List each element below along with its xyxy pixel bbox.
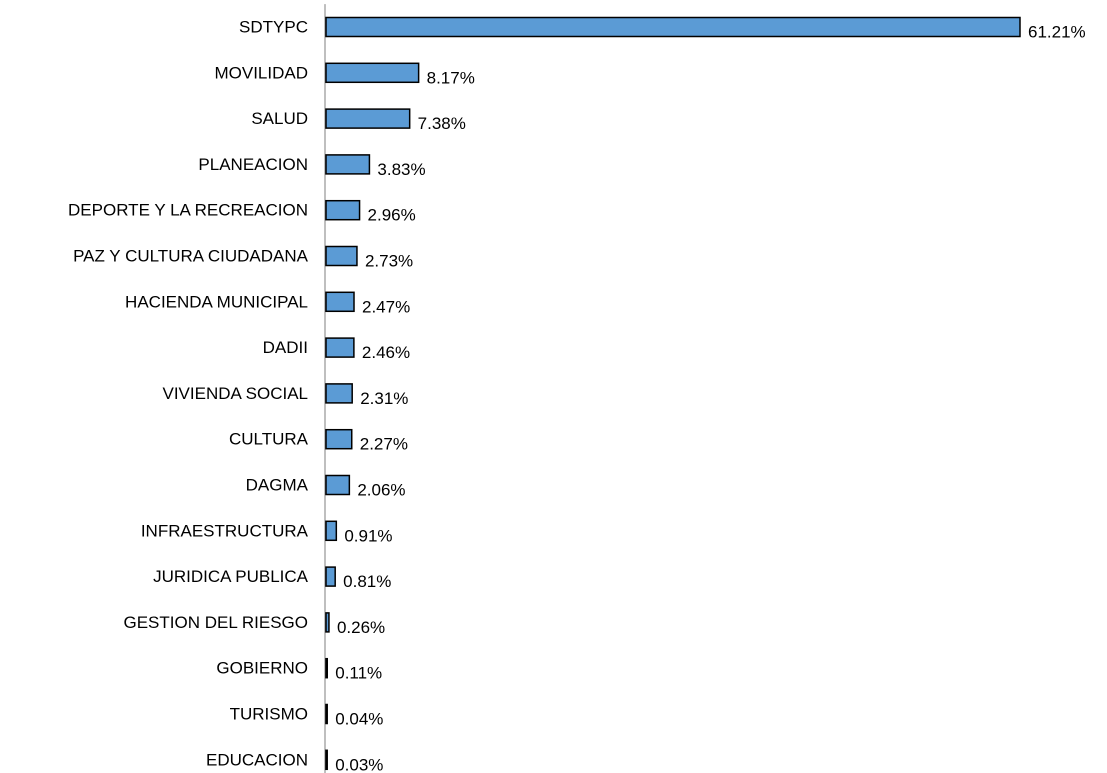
value-label: 0.81%: [343, 572, 391, 591]
category-label: SALUD: [251, 109, 308, 128]
value-label: 0.91%: [344, 526, 392, 545]
value-label: 0.26%: [337, 618, 385, 637]
category-label: VIVIENDA SOCIAL: [163, 384, 309, 403]
bar: [325, 428, 353, 450]
bar: [325, 566, 336, 587]
bar: [325, 703, 328, 725]
value-label: 2.96%: [368, 206, 416, 225]
category-label: CULTURA: [229, 430, 309, 449]
value-label: 2.47%: [362, 297, 410, 316]
value-label: 0.04%: [335, 710, 383, 729]
value-label: 3.83%: [377, 160, 425, 179]
value-label: 2.73%: [365, 252, 413, 271]
category-label: SDTYPC: [239, 18, 308, 37]
category-label: INFRAESTRUCTURA: [141, 521, 309, 540]
bar: [325, 612, 330, 633]
value-label: 2.31%: [360, 389, 408, 408]
category-label: GESTION DEL RIESGO: [123, 613, 308, 632]
category-label: JURIDICA PUBLICA: [153, 567, 309, 586]
category-label: EDUCACION: [206, 750, 308, 769]
category-label: HACIENDA MUNICIPAL: [125, 292, 308, 311]
value-label: 7.38%: [418, 114, 466, 133]
bar: [325, 245, 358, 267]
category-label: GOBIERNO: [216, 659, 308, 678]
value-label: 2.46%: [362, 343, 410, 362]
bar: [325, 657, 328, 679]
bar: [325, 108, 411, 129]
bar: [325, 474, 351, 496]
category-label: MOVILIDAD: [214, 63, 308, 82]
bar: [325, 383, 353, 404]
bar: [325, 62, 420, 84]
bars-group: [325, 16, 1021, 771]
bar: [325, 154, 371, 175]
value-label: 61.21%: [1028, 23, 1086, 42]
category-label: DADII: [263, 338, 308, 357]
value-label: 2.27%: [360, 435, 408, 454]
category-labels-group: SDTYPC MOVILIDAD SALUD PLANEACION DEPORTE Y …: [68, 18, 309, 770]
value-label: 0.11%: [335, 664, 382, 683]
bar: [325, 199, 361, 221]
value-label: 0.03%: [335, 755, 383, 773]
bar: [325, 16, 1021, 38]
category-label: TURISMO: [230, 705, 308, 724]
bar: [325, 291, 355, 313]
category-label: PAZ Y CULTURA CIUDADANA: [73, 247, 309, 266]
value-labels-group: 61.21% 8.17% 7.38% 3.83% 2.96% 2.73% 2.47% 2.46…: [335, 23, 1085, 773]
bar: [325, 337, 355, 358]
category-label: PLANEACION: [198, 155, 308, 174]
value-label: 2.06%: [357, 481, 405, 500]
bar: [325, 520, 338, 542]
category-label: DAGMA: [246, 476, 309, 495]
value-label: 8.17%: [427, 68, 475, 87]
bar: [325, 749, 328, 771]
category-label: DEPORTE Y LA RECREACION: [68, 201, 308, 220]
